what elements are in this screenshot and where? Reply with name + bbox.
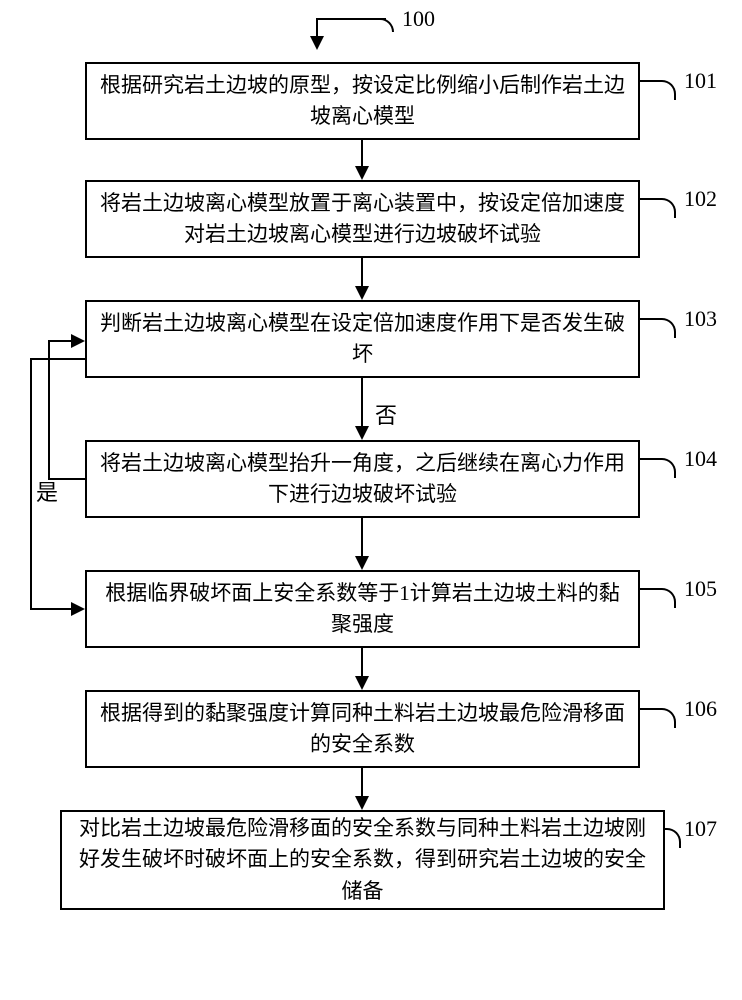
yes-103-105-h2 (30, 608, 73, 610)
label-105: 105 (684, 576, 717, 602)
step-103: 判断岩土边坡离心模型在设定倍加速度作用下是否发生破坏 (85, 300, 640, 378)
arrow-105-106-line (361, 648, 363, 678)
yes-103-105-h1 (30, 358, 85, 360)
yes-103-105-head (71, 602, 85, 616)
title-leader-vert (316, 18, 318, 38)
arrow-104-105-head (355, 556, 369, 570)
loop-104-103-h2 (48, 340, 73, 342)
step-104-text: 将岩土边坡离心模型抬升一角度，之后继续在离心力作用下进行边坡破坏试验 (99, 448, 626, 511)
arrow-103-104-line (361, 378, 363, 428)
arrow-101-102-head (355, 166, 369, 180)
arrow-105-106-head (355, 676, 369, 690)
leader-102 (640, 198, 676, 218)
arrow-102-103-head (355, 286, 369, 300)
arrow-106-107-line (361, 768, 363, 798)
title-label: 100 (402, 6, 435, 32)
step-101: 根据研究岩土边坡的原型，按设定比例缩小后制作岩土边坡离心模型 (85, 62, 640, 140)
step-105-text: 根据临界破坏面上安全系数等于1计算岩土边坡土料的黏聚强度 (99, 578, 626, 641)
decision-no-label: 否 (375, 398, 397, 430)
arrow-102-103-line (361, 258, 363, 288)
step-105: 根据临界破坏面上安全系数等于1计算岩土边坡土料的黏聚强度 (85, 570, 640, 648)
step-106-text: 根据得到的黏聚强度计算同种土料岩土边坡最危险滑移面的安全系数 (99, 698, 626, 761)
label-107: 107 (684, 816, 717, 842)
yes-103-105-v (30, 358, 32, 608)
arrow-106-107-head (355, 796, 369, 810)
label-106: 106 (684, 696, 717, 722)
step-103-text: 判断岩土边坡离心模型在设定倍加速度作用下是否发生破坏 (99, 308, 626, 371)
step-102: 将岩土边坡离心模型放置于离心装置中，按设定倍加速度对岩土边坡离心模型进行边坡破坏… (85, 180, 640, 258)
leader-105 (640, 588, 676, 608)
decision-yes-label: 是 (36, 475, 58, 507)
step-107: 对比岩土边坡最危险滑移面的安全系数与同种土料岩土边坡刚好发生破坏时破坏面上的安全… (60, 810, 665, 910)
flowchart-container: 100 根据研究岩土边坡的原型，按设定比例缩小后制作岩土边坡离心模型 将岩土边坡… (0, 0, 742, 1000)
step-106: 根据得到的黏聚强度计算同种土料岩土边坡最危险滑移面的安全系数 (85, 690, 640, 768)
step-107-text: 对比岩土边坡最危险滑移面的安全系数与同种土料岩土边坡刚好发生破坏时破坏面上的安全… (74, 813, 651, 908)
label-103: 103 (684, 306, 717, 332)
title-leader-arrow (310, 36, 324, 50)
label-102: 102 (684, 186, 717, 212)
leader-106 (640, 708, 676, 728)
title-leader-curve (374, 18, 394, 32)
arrow-104-105-line (361, 518, 363, 558)
leader-103 (640, 318, 676, 338)
loop-104-103-v (48, 340, 50, 480)
arrow-103-104-head (355, 426, 369, 440)
step-104: 将岩土边坡离心模型抬升一角度，之后继续在离心力作用下进行边坡破坏试验 (85, 440, 640, 518)
leader-101 (640, 80, 676, 100)
label-101: 101 (684, 68, 717, 94)
leader-107 (665, 828, 681, 848)
leader-104 (640, 458, 676, 478)
loop-104-103-head (71, 334, 85, 348)
label-104: 104 (684, 446, 717, 472)
step-101-text: 根据研究岩土边坡的原型，按设定比例缩小后制作岩土边坡离心模型 (99, 70, 626, 133)
arrow-101-102-line (361, 140, 363, 168)
step-102-text: 将岩土边坡离心模型放置于离心装置中，按设定倍加速度对岩土边坡离心模型进行边坡破坏… (99, 188, 626, 251)
